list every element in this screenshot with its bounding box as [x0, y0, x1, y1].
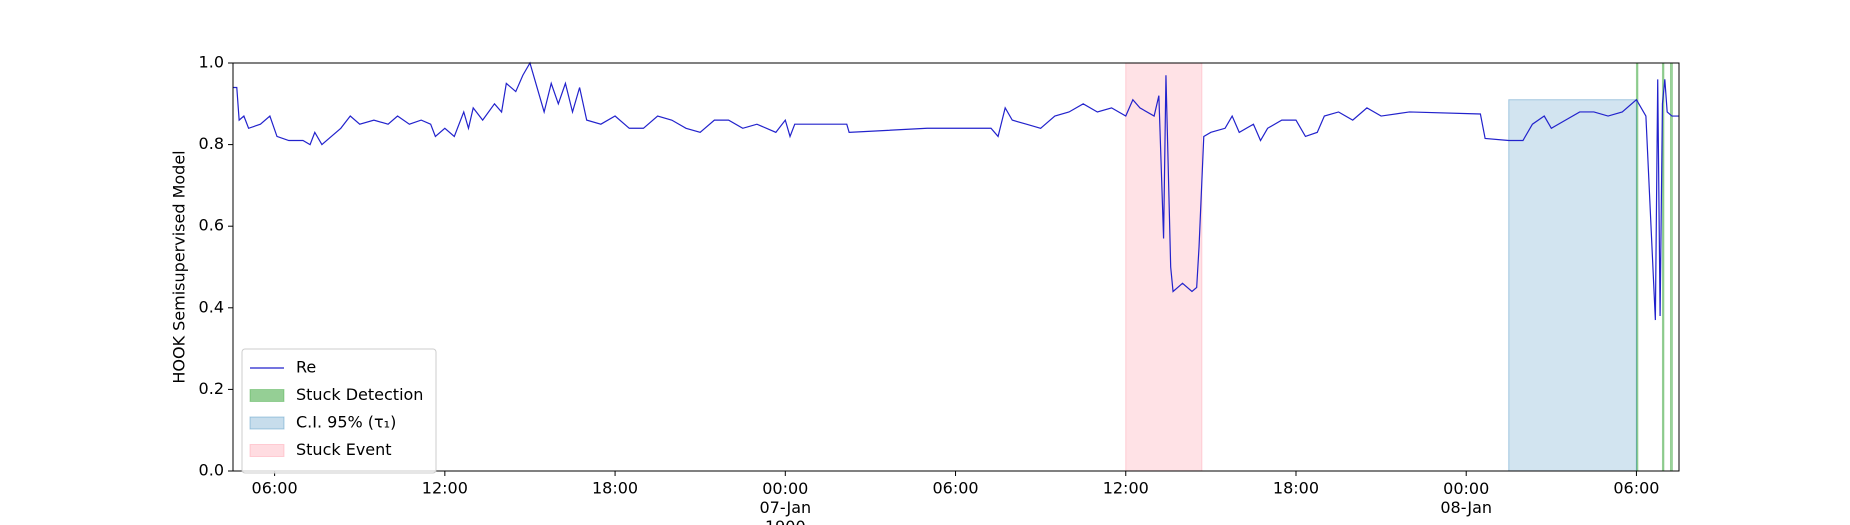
y-tick-label: 0.6 — [199, 216, 224, 235]
y-tick-label: 0.2 — [199, 379, 224, 398]
legend-label: Stuck Detection — [296, 385, 423, 404]
x-tick-label: 12:00 — [422, 479, 468, 498]
plot-frame — [232, 62, 1680, 472]
y-tick-label: 1.0 — [199, 53, 224, 72]
line — [233, 61, 1679, 321]
x-tick-label: 18:00 — [592, 479, 638, 498]
y-tick-label: 0.8 — [199, 134, 224, 153]
x-tick-label: 12:00 — [1103, 479, 1149, 498]
legend-label: C.I. 95% (τ₁) — [296, 413, 396, 432]
x-tick-label: 06:00 — [252, 479, 298, 498]
band — [1125, 62, 1203, 472]
legend-label: Stuck Event — [296, 440, 392, 459]
legend-patch — [249, 389, 285, 402]
band — [1508, 99, 1637, 472]
x-tick-label: 06:00 — [1613, 479, 1659, 498]
legend-box — [241, 348, 437, 474]
x-tick-label: 00:00 08-Jan — [1440, 479, 1492, 517]
legend-label: Re — [296, 358, 316, 377]
band — [1669, 62, 1673, 472]
x-tick-label: 06:00 — [932, 479, 978, 498]
x-tick-label: 18:00 — [1273, 479, 1319, 498]
legend-patch — [249, 444, 285, 457]
y-axis-label: HOOK Semisupervised Model — [170, 150, 189, 383]
y-tick-label: 0.4 — [199, 297, 224, 316]
legend-patch — [249, 416, 285, 430]
y-tick-label: 0.0 — [199, 461, 224, 480]
